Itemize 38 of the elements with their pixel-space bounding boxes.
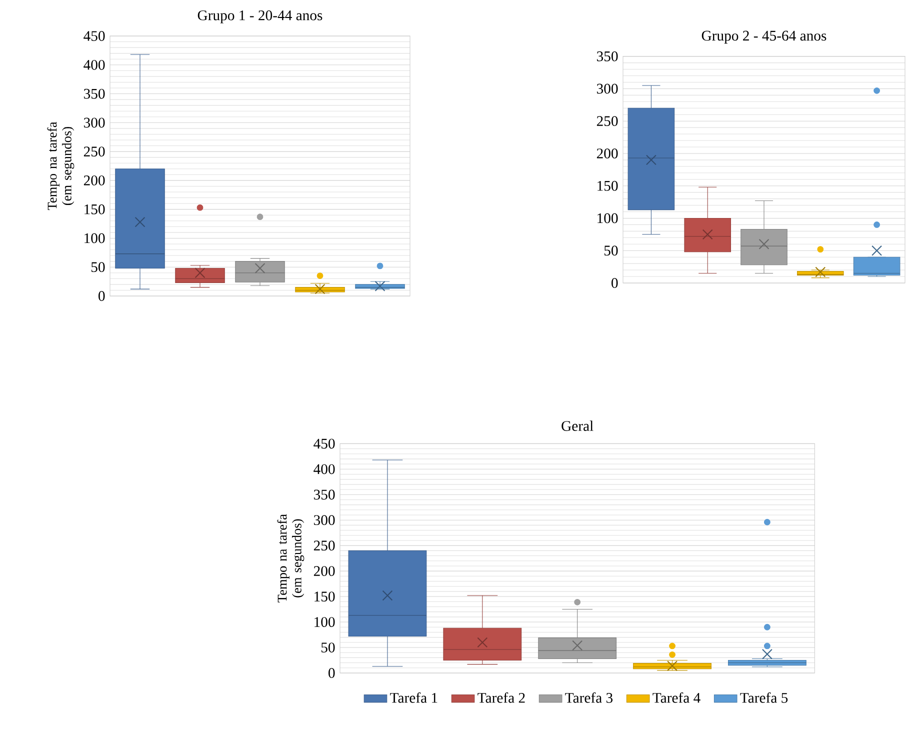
legend-label: Tarefa 3 [565, 692, 613, 703]
legend-label: Tarefa 5 [740, 692, 788, 703]
y-tick-label: 200 [596, 148, 618, 158]
y-tick-label: 50 [604, 246, 618, 256]
y-tick-label: 350 [84, 88, 105, 99]
y-tick-label: 450 [84, 31, 105, 41]
y-tick-label: 100 [598, 213, 618, 224]
y-tick-label: 100 [314, 617, 335, 627]
chart-title: Grupo 1 - 20-44 anos [198, 10, 322, 24]
y-tick-label: 350 [314, 490, 335, 500]
chart-title: Grupo 2 - 45-64 anos [702, 30, 826, 44]
y-tick-label: 250 [84, 146, 105, 156]
y-tick-label: 200 [84, 175, 105, 186]
y-tick-label: 0 [98, 291, 105, 301]
y-tick-label: 250 [596, 116, 618, 126]
y-tick-label: 150 [314, 592, 335, 602]
y-tick-label: 400 [84, 60, 105, 70]
y-tick-label: 200 [314, 566, 335, 576]
y-tick-label: 50 [91, 262, 105, 272]
y-axis-title: Tempo na tarefa (em segundos) [47, 122, 74, 210]
y-tick-label: 450 [314, 438, 335, 449]
y-tick-label: 350 [597, 51, 618, 62]
y-tick-label: 50 [321, 642, 335, 652]
y-tick-label: 300 [84, 118, 105, 128]
y-tick-label: 150 [598, 180, 618, 191]
y-tick-label: 150 [84, 204, 105, 214]
legend-label: Tarefa 4 [652, 692, 700, 703]
y-tick-label: 0 [612, 278, 618, 288]
y-axis-title: Tempo na tarefa (em segundos) [277, 514, 304, 602]
y-tick-label: 100 [84, 233, 105, 244]
y-tick-label: 250 [314, 540, 335, 551]
y-tick-label: 300 [314, 515, 335, 526]
y-tick-label: 0 [328, 668, 335, 678]
y-tick-label: 400 [314, 464, 335, 474]
legend-label: Tarefa 1 [390, 692, 438, 703]
legend-label: Tarefa 2 [478, 692, 525, 703]
chart-title: Geral [562, 420, 594, 431]
y-tick-label: 300 [597, 84, 618, 94]
